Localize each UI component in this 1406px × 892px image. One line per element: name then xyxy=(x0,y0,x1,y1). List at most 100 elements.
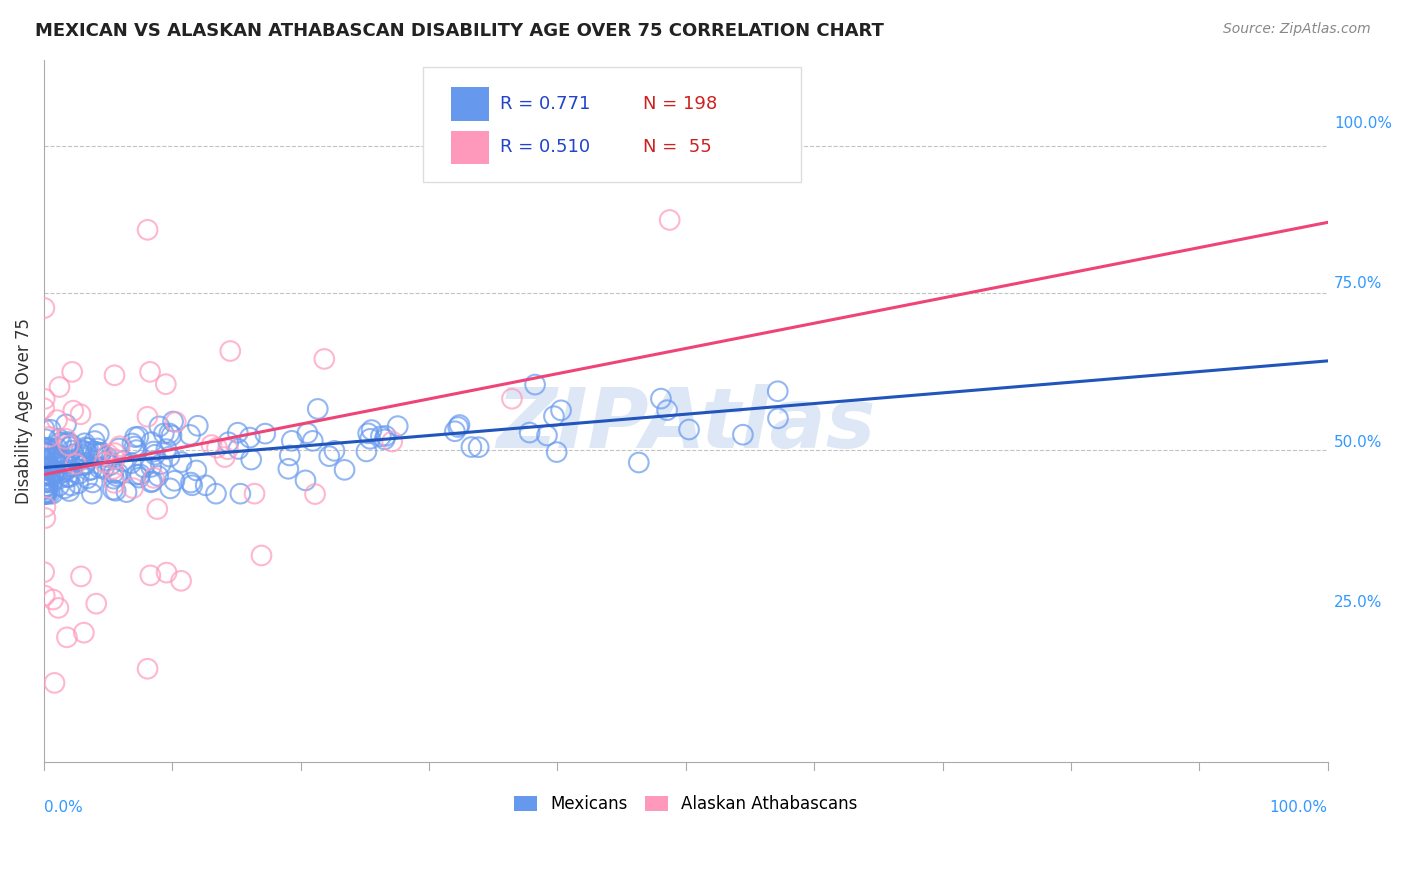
Point xyxy=(51,466,73,480)
Point xyxy=(32,467,55,482)
Point xyxy=(60,365,83,379)
Point xyxy=(34,589,56,603)
Point xyxy=(627,456,650,470)
Point xyxy=(49,449,72,463)
Point xyxy=(103,472,125,486)
Point xyxy=(136,409,159,424)
Point xyxy=(42,451,65,466)
Point xyxy=(48,472,70,486)
Point xyxy=(357,426,380,441)
Point xyxy=(32,565,55,579)
Point xyxy=(83,434,105,448)
Point xyxy=(112,454,135,468)
Point xyxy=(100,458,122,472)
Point xyxy=(77,441,100,455)
Point xyxy=(103,368,125,383)
Point xyxy=(56,469,79,483)
Point xyxy=(44,676,66,690)
Point xyxy=(122,481,145,495)
Point xyxy=(72,458,94,472)
Point xyxy=(323,443,346,458)
Point xyxy=(304,487,326,501)
Point xyxy=(159,450,181,464)
Point xyxy=(70,569,93,583)
Point xyxy=(543,409,565,424)
Point xyxy=(278,449,301,463)
Point xyxy=(165,415,187,429)
Point xyxy=(444,424,467,438)
Point xyxy=(76,471,98,485)
Point xyxy=(58,440,80,454)
Point xyxy=(69,407,91,421)
Point xyxy=(41,450,63,465)
Point xyxy=(136,662,159,676)
Point xyxy=(56,457,79,471)
Point xyxy=(35,432,58,446)
Point xyxy=(46,413,69,427)
Point xyxy=(731,427,754,442)
Point xyxy=(314,351,336,366)
Point xyxy=(250,549,273,563)
Point xyxy=(32,453,55,467)
Point xyxy=(42,466,65,480)
Point xyxy=(34,472,56,486)
Point xyxy=(519,425,541,440)
Point xyxy=(38,463,60,477)
Point xyxy=(42,592,65,607)
Point xyxy=(650,392,672,406)
Point xyxy=(124,440,146,454)
Point xyxy=(34,500,56,514)
Point xyxy=(49,435,72,450)
Point xyxy=(73,625,96,640)
Point xyxy=(678,422,700,436)
Text: 100.0%: 100.0% xyxy=(1334,116,1392,131)
Point xyxy=(387,419,409,434)
Point xyxy=(41,486,63,500)
Point xyxy=(318,449,340,463)
Point xyxy=(360,423,382,437)
Point xyxy=(32,450,55,465)
Point xyxy=(115,485,138,500)
Point xyxy=(239,431,262,445)
Point xyxy=(34,475,56,489)
Point xyxy=(108,442,131,456)
Point xyxy=(38,441,60,455)
Point xyxy=(32,486,55,500)
FancyBboxPatch shape xyxy=(451,87,489,120)
Point xyxy=(46,449,69,463)
Point xyxy=(38,430,60,444)
Point xyxy=(34,392,56,406)
Point xyxy=(766,384,789,399)
Point xyxy=(217,435,239,450)
Point xyxy=(139,475,162,490)
Point xyxy=(141,459,163,474)
Point xyxy=(447,420,470,434)
Point xyxy=(55,464,77,478)
Point xyxy=(550,403,572,417)
Text: 0.0%: 0.0% xyxy=(44,800,83,815)
Point xyxy=(82,475,104,490)
Point xyxy=(141,475,163,489)
Point xyxy=(205,486,228,500)
Point xyxy=(44,455,66,469)
Point xyxy=(449,417,471,432)
Point xyxy=(149,457,172,471)
Point xyxy=(162,415,184,429)
Point xyxy=(39,423,62,437)
Point xyxy=(460,440,482,454)
Point xyxy=(254,426,277,441)
Point xyxy=(35,458,58,473)
Point xyxy=(181,478,204,492)
Point xyxy=(104,446,127,460)
Point xyxy=(96,450,118,464)
Point xyxy=(34,486,56,500)
Text: MEXICAN VS ALASKAN ATHABASCAN DISABILITY AGE OVER 75 CORRELATION CHART: MEXICAN VS ALASKAN ATHABASCAN DISABILITY… xyxy=(35,22,884,40)
Text: R = 0.771: R = 0.771 xyxy=(499,95,591,112)
Y-axis label: Disability Age Over 75: Disability Age Over 75 xyxy=(15,318,32,504)
Text: N =  55: N = 55 xyxy=(644,138,713,156)
Point xyxy=(58,470,80,484)
Point xyxy=(75,456,97,470)
Point xyxy=(226,425,249,440)
Point xyxy=(73,436,96,450)
Point xyxy=(34,422,56,436)
